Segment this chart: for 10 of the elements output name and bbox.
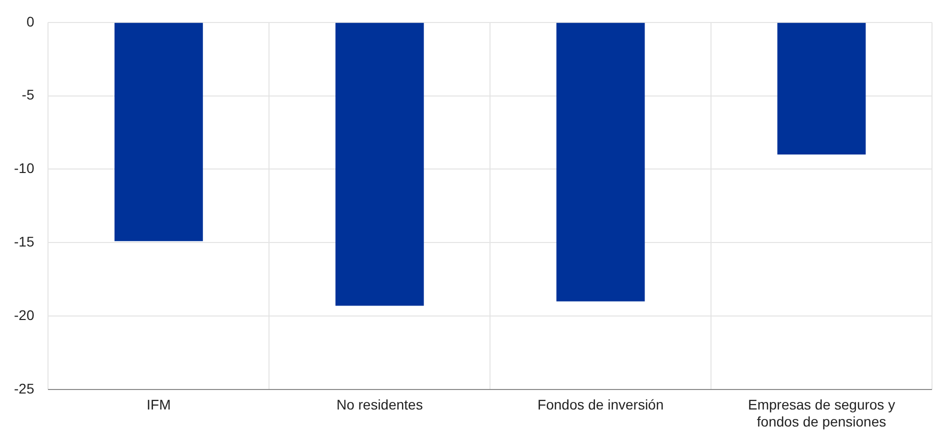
y-tick-label: -20 [14, 306, 34, 323]
y-tick-label: -5 [22, 86, 34, 103]
y-tick-label: -15 [14, 233, 34, 250]
x-tick-label: IFM [146, 396, 171, 413]
x-tick-label: No residentes [336, 396, 423, 413]
y-tick-label: -25 [14, 380, 34, 396]
y-tick-label: -10 [14, 160, 34, 176]
x-tick-label: Empresas de seguros y fondos de pensiones [748, 396, 896, 430]
y-tick-label: 0 [26, 13, 34, 30]
x-tick-label: Fondos de inversión [538, 396, 664, 413]
